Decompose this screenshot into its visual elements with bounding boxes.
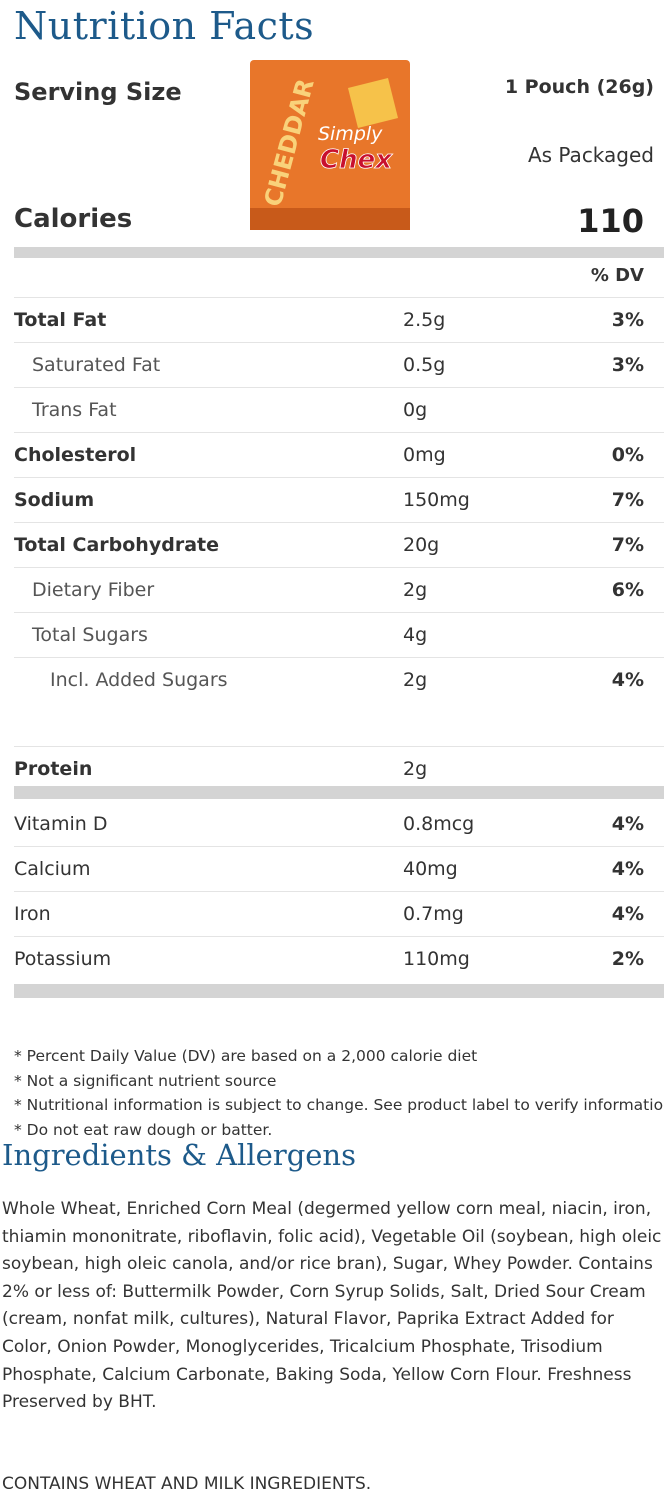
nutrient-dv: 7% bbox=[611, 534, 644, 556]
vitamin-name: Potassium bbox=[14, 948, 112, 970]
nutrient-row: Cholesterol 0mg 0% bbox=[14, 433, 664, 478]
nutrient-row: Trans Fat 0g bbox=[14, 388, 664, 433]
nutrient-name: Total Sugars bbox=[32, 624, 148, 646]
ingredients-text: Whole Wheat, Enriched Corn Meal (degerme… bbox=[2, 1199, 662, 1413]
nutrient-dv: 3% bbox=[611, 354, 644, 376]
nutrient-row: Protein 2g bbox=[14, 747, 664, 791]
allergens: CONTAINS WHEAT AND MILK INGREDIENTS. bbox=[2, 1474, 372, 1494]
nutrient-row: Total Carbohydrate 20g 7% bbox=[14, 523, 664, 568]
vitamin-row: Potassium 110mg 2% bbox=[14, 937, 664, 981]
vitamin-table: Vitamin D 0.8mcg 4% Calcium 40mg 4% Iron 0.7m… bbox=[14, 802, 664, 981]
serving-value: 1 Pouch (26g) bbox=[504, 76, 654, 98]
vitamin-dv: 2% bbox=[611, 948, 644, 970]
brand: Simply bbox=[318, 123, 383, 145]
nutrient-name: Sodium bbox=[14, 489, 95, 511]
vitamin-amount: 0.7mg bbox=[403, 903, 464, 925]
nutrient-amount: 2g bbox=[403, 669, 428, 691]
nutrient-name: Saturated Fat bbox=[32, 354, 161, 376]
nutrient-amount: 2.5g bbox=[403, 309, 446, 331]
nutrient-name: Total Carbohydrate bbox=[14, 534, 219, 556]
nutrient-dv: 7% bbox=[611, 489, 644, 511]
footnote: * Do not eat raw dough or batter. bbox=[14, 1120, 273, 1139]
vitamin-amount: 0.8mcg bbox=[403, 813, 475, 835]
nutrient-name: Protein bbox=[14, 758, 93, 780]
divider bbox=[14, 984, 664, 998]
nutrient-row: Saturated Fat 0.5g 3% bbox=[14, 343, 664, 388]
nutrient-dv: 6% bbox=[611, 579, 644, 601]
vitamin-amount: 110mg bbox=[403, 948, 470, 970]
nutrient-row: Total Sugars 4g bbox=[14, 613, 664, 658]
vitamin-name: Iron bbox=[14, 903, 51, 925]
nutrient-row: Total Fat 2.5g 3% bbox=[14, 298, 664, 343]
footnotes: * Percent Daily Value (DV) are based on … bbox=[14, 1044, 664, 1142]
vitamin-dv: 4% bbox=[611, 858, 644, 880]
nutrient-dv: 0% bbox=[611, 444, 644, 466]
title: Nutrition Facts bbox=[14, 4, 315, 48]
vitamin-row: Iron 0.7mg 4% bbox=[14, 892, 664, 937]
serving-basis: As Packaged bbox=[527, 143, 654, 167]
nutrient-row: Sodium 150mg 7% bbox=[14, 478, 664, 523]
footnote: * Percent Daily Value (DV) are based on … bbox=[14, 1047, 478, 1065]
serving-label: Serving Size bbox=[14, 78, 182, 106]
vitamin-dv: 4% bbox=[611, 903, 644, 925]
nutrient-table: Total Fat 2.5g 3% Saturated Fat 0.5g 3% Tran… bbox=[14, 298, 664, 791]
nutrient-amount: 2g bbox=[403, 579, 428, 601]
dv-header: % DV bbox=[590, 265, 644, 286]
nutrient-name: Incl. Added Sugars bbox=[50, 669, 228, 691]
vitamin-row: Vitamin D 0.8mcg 4% bbox=[14, 802, 664, 847]
divider bbox=[14, 786, 664, 799]
nutrient-dv: 3% bbox=[611, 309, 644, 331]
product-image: CHEDDAR Simply Chex bbox=[250, 60, 410, 230]
nutrient-name: Dietary Fiber bbox=[32, 579, 155, 601]
rule bbox=[14, 297, 664, 298]
ingredients-title: Ingredients & Allergens bbox=[2, 1138, 356, 1172]
vitamin-amount: 40mg bbox=[403, 858, 458, 880]
calories-label: Calories bbox=[14, 204, 133, 234]
nutrient-name: Total Fat bbox=[14, 309, 107, 331]
nutrient-row: Incl. Added Sugars 2g 4% bbox=[14, 658, 664, 747]
product-name: Chex bbox=[320, 145, 393, 175]
nutrient-amount: 4g bbox=[403, 624, 428, 646]
nutrient-dv: 4% bbox=[611, 669, 644, 691]
vitamin-name: Vitamin D bbox=[14, 813, 108, 835]
footnote: * Not a significant nutrient source bbox=[14, 1071, 277, 1090]
vitamin-dv: 4% bbox=[611, 813, 644, 835]
nutrient-amount: 2g bbox=[403, 758, 428, 780]
nutrient-amount: 0g bbox=[403, 399, 428, 421]
cheese bbox=[348, 78, 398, 128]
nutrient-name: Cholesterol bbox=[14, 444, 137, 466]
calories-value: 110 bbox=[577, 202, 644, 240]
divider bbox=[14, 247, 664, 258]
nutrient-name: Trans Fat bbox=[32, 399, 117, 421]
nutrient-amount: 150mg bbox=[403, 489, 470, 511]
nutrient-row: Dietary Fiber 2g 6% bbox=[14, 568, 664, 613]
footnote: * Nutritional information is subject to … bbox=[14, 1096, 664, 1114]
vitamin-row: Calcium 40mg 4% bbox=[14, 847, 664, 892]
nutrient-amount: 0.5g bbox=[403, 354, 446, 376]
nutrient-amount: 20g bbox=[403, 534, 440, 556]
nutrient-amount: 0mg bbox=[403, 444, 446, 466]
vitamin-name: Calcium bbox=[14, 858, 91, 880]
bag-bottom bbox=[250, 208, 410, 230]
